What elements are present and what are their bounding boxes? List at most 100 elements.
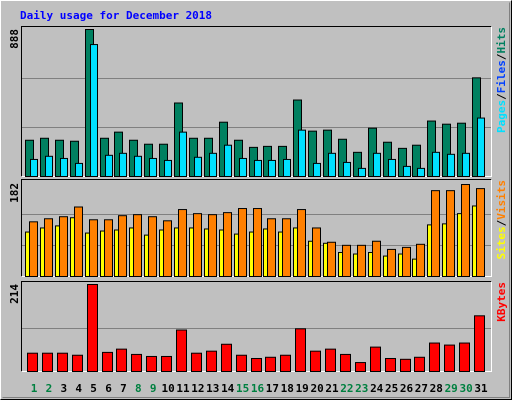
bar [310,350,321,372]
x-tick-label: 27 [415,382,428,395]
bar [118,215,127,277]
x-tick-label: 12 [191,382,204,395]
bar [368,127,377,177]
bar [313,162,321,178]
bar [427,120,436,178]
bar [327,241,336,277]
bar [357,244,366,277]
bar [236,354,247,372]
bar [447,153,455,177]
bar [102,351,113,372]
plot-bevel-dark [21,26,492,177]
legend-separator: / [495,93,508,100]
x-tick-label: 21 [325,382,339,395]
bar [328,152,336,178]
bar [164,159,172,177]
bar [353,151,362,178]
bar [312,227,321,277]
bar [89,219,98,277]
bar [45,155,53,177]
bar [119,152,127,178]
x-tick-label: 1 [31,382,38,395]
bar [385,357,396,373]
legend-entry: Files [495,60,508,93]
bar [194,156,202,178]
x-tick-label: 31 [474,382,488,395]
legend: Pages/Files/Hits [495,27,508,133]
bar [57,352,68,372]
x-tick-label: 26 [400,382,414,395]
x-tick-label: 11 [176,382,190,395]
bar [268,159,276,177]
bar [75,162,83,178]
bar [297,209,306,277]
bar [238,208,247,278]
bar [116,348,127,373]
bar [373,152,381,178]
bar [358,167,366,178]
bar [442,123,451,177]
bar [414,356,425,372]
legend-entry: Pages [495,100,508,133]
x-tick-label: 17 [266,382,279,395]
bar [462,152,470,178]
bar [444,344,455,373]
x-tick-label: 9 [150,382,157,395]
bar [342,244,351,277]
x-tick-label: 15 [236,382,249,395]
bar [224,144,232,178]
bar [325,348,336,373]
bar [340,353,351,372]
bar [74,206,83,277]
bar [387,248,396,278]
x-tick-label: 19 [296,382,309,395]
bar [25,139,34,178]
bar [431,190,440,277]
x-tick-label: 22 [340,382,353,395]
x-tick-label: 4 [75,382,82,395]
bar [209,152,217,178]
bar [133,214,142,278]
legend-entry: Sites [495,226,508,259]
bar [149,157,157,178]
x-tick-label: 29 [445,382,458,395]
bar [193,213,202,277]
bar [265,356,276,372]
chart-title: Daily usage for December 2018 [20,9,212,22]
bar [388,158,396,178]
bar [178,209,187,277]
x-tick-label: 3 [60,382,67,395]
x-tick-label: 30 [459,382,472,395]
bar [251,357,262,373]
plot-area [21,281,491,371]
x-tick-label: 18 [281,382,294,395]
bar [400,358,411,373]
bar [432,151,440,178]
bar [343,161,351,177]
y-tick-label: 888 [8,29,21,49]
bar [29,221,38,277]
bar [27,352,38,372]
bar [429,342,440,372]
bar [161,355,172,373]
bar [239,157,247,178]
bar [146,355,157,373]
bar [253,208,262,278]
x-tick-label: 13 [206,382,219,395]
bar [459,342,470,372]
legend: Sites/Visits [495,180,508,260]
legend: KBytes [495,282,508,322]
y-tick-label: 182 [8,183,21,203]
bar [30,158,38,178]
plot-bevel-dark [21,281,492,372]
bar [223,212,232,277]
x-tick-label: 24 [370,382,384,395]
legend-entry: KBytes [495,282,508,322]
bar [282,218,291,277]
x-tick-label: 2 [46,382,53,395]
bar [191,352,202,372]
bar [477,117,485,177]
